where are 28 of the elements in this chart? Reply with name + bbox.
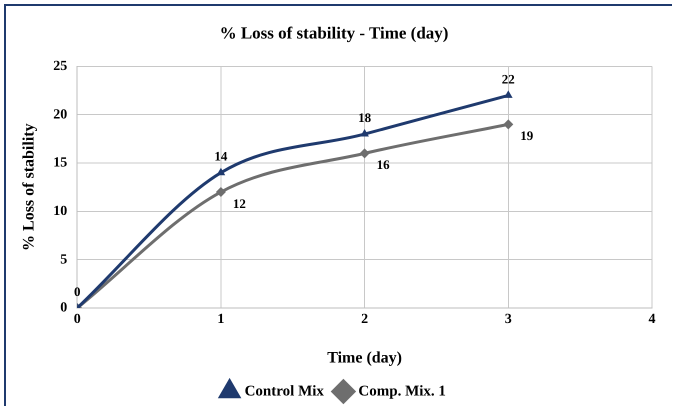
y-axis-title: % Loss of stability <box>20 123 38 251</box>
legend-label: Comp. Mix. 1 <box>358 383 446 400</box>
y-tick-label: 20 <box>53 107 68 122</box>
legend-label: Control Mix <box>244 383 324 400</box>
x-tick-label: 4 <box>648 312 656 328</box>
point <box>360 129 369 137</box>
x-tick-label: 2 <box>361 312 368 328</box>
data-label: 0 <box>74 284 80 299</box>
data-label: 22 <box>502 71 515 86</box>
data-label: 18 <box>358 110 372 125</box>
y-tick-label: 15 <box>53 156 68 171</box>
data-label: 12 <box>232 196 246 211</box>
y-tick-label: 0 <box>60 300 68 316</box>
data-label: 19 <box>520 128 534 144</box>
data-label: 14 <box>214 148 228 164</box>
point <box>216 168 226 176</box>
y-tick-label: 25 <box>53 59 68 74</box>
chart-title: % Loss of stability - Time (day) <box>220 24 448 43</box>
x-tick-label: 3 <box>504 312 512 328</box>
x-tick-label: 0 <box>74 312 81 328</box>
data-label: 16 <box>376 157 390 172</box>
x-tick-label: 1 <box>217 312 224 328</box>
point <box>360 148 370 158</box>
point <box>503 119 514 130</box>
x-axis-title: Time (day) <box>327 350 402 367</box>
y-tick-label: 5 <box>60 252 68 268</box>
point <box>504 90 513 98</box>
y-tick-label: 10 <box>53 204 68 219</box>
